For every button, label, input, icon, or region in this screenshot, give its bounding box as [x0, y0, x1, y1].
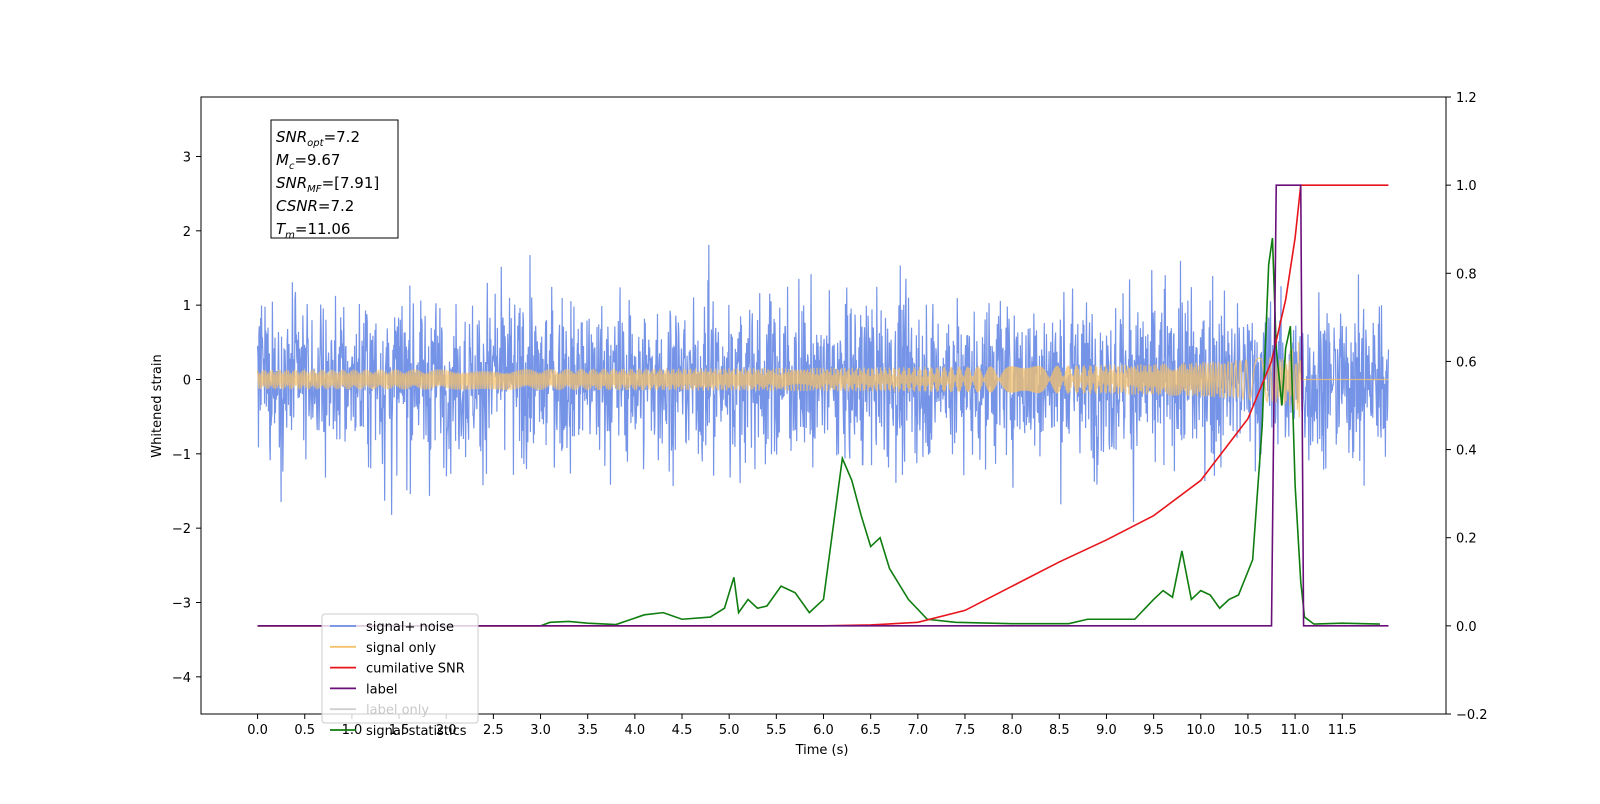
y2-tick-label: 1.0 [1456, 179, 1477, 194]
legend: signal+ noise signal only cumilative SNR la… [321, 613, 479, 739]
x-tick-label: 6.5 [860, 723, 881, 738]
info-line: SNRopt=7.2 [276, 128, 360, 149]
y2-tick-label: 0.6 [1456, 355, 1477, 370]
y-axis-label: Whitened strain [150, 354, 165, 457]
x-tick-label: 9.5 [1143, 723, 1164, 738]
y2-tick-label: 0.0 [1456, 620, 1477, 635]
x-tick-label: 0.0 [247, 723, 268, 738]
y-tick-label: −1 [172, 448, 191, 463]
legend-label: signal only [366, 641, 436, 656]
legend-label: label only [366, 703, 429, 718]
x-tick-label: 2.0 [436, 723, 457, 738]
line-signal-only [256, 341, 1389, 418]
x-tick-label: 0.5 [294, 723, 315, 738]
y2-tick-label: 0.4 [1456, 444, 1477, 459]
x-tick-label: 7.0 [907, 723, 928, 738]
x-tick-label: 10.0 [1186, 723, 1215, 738]
right-axis-series [257, 184, 1389, 627]
series-signal-only [256, 341, 1389, 418]
x-axis-label: Time (s) [795, 743, 849, 758]
y2-tick-label: 1.2 [1456, 91, 1477, 106]
x-tick-label: 4.5 [672, 723, 693, 738]
y2-tick-label: 0.8 [1456, 267, 1477, 282]
info-line: CSNR=7.2 [276, 197, 354, 215]
x-tick-label: 5.5 [766, 723, 787, 738]
legend-label: cumilative SNR [366, 662, 465, 677]
legend-label: label [366, 682, 397, 697]
x-tick-label: 2.5 [483, 723, 504, 738]
x-tick-label: 4.0 [625, 723, 646, 738]
x-tick-label: 11.5 [1328, 723, 1357, 738]
y-tick-label: −3 [172, 596, 191, 611]
y-tick-label: −2 [172, 522, 191, 537]
y-tick-label: 3 [183, 150, 191, 165]
y-axis-left: 3 2 1 0 −1 −2 −3 −4 [172, 150, 201, 686]
y2-tick-label: 0.2 [1456, 532, 1477, 547]
y-tick-label: 2 [183, 225, 191, 240]
legend-frame [321, 613, 479, 724]
legend-label: signal+ noise [366, 620, 454, 635]
x-tick-label: 8.0 [1002, 723, 1023, 738]
info-line: Mc=9.67 [276, 151, 340, 172]
x-tick-label: 11.0 [1281, 723, 1310, 738]
info-line: Tm=11.06 [276, 220, 350, 241]
x-axis: 0.0 0.5 1.0 1.5 2.0 2.5 3.0 3.5 4.0 4.5 5.0 5.5 6.0 6… [247, 714, 1357, 738]
y-tick-label: 1 [183, 299, 191, 314]
info-box-frame [270, 119, 399, 239]
x-tick-label: 3.0 [530, 723, 551, 738]
x-tick-label: 1.5 [389, 723, 410, 738]
y-tick-label: −4 [172, 671, 191, 686]
x-tick-label: 6.0 [813, 723, 834, 738]
y-tick-label: 0 [183, 373, 191, 388]
line-cumilative-snr [257, 184, 1389, 627]
legend-label: signal statistics [366, 724, 467, 739]
y2-tick-label: −0.2 [1456, 708, 1488, 723]
x-tick-label: 7.5 [955, 723, 976, 738]
x-tick-label: 5.0 [719, 723, 740, 738]
x-tick-label: 10.5 [1233, 723, 1262, 738]
x-tick-label: 9.0 [1096, 723, 1117, 738]
x-tick-label: 3.5 [577, 723, 598, 738]
info-line: SNRMF=[7.91] [276, 174, 379, 195]
y-axis-right: 1.2 1.0 0.8 0.6 0.4 0.2 0.0 −0.2 [1446, 91, 1488, 723]
line-label [257, 184, 1389, 627]
x-tick-label: 8.5 [1049, 723, 1070, 738]
